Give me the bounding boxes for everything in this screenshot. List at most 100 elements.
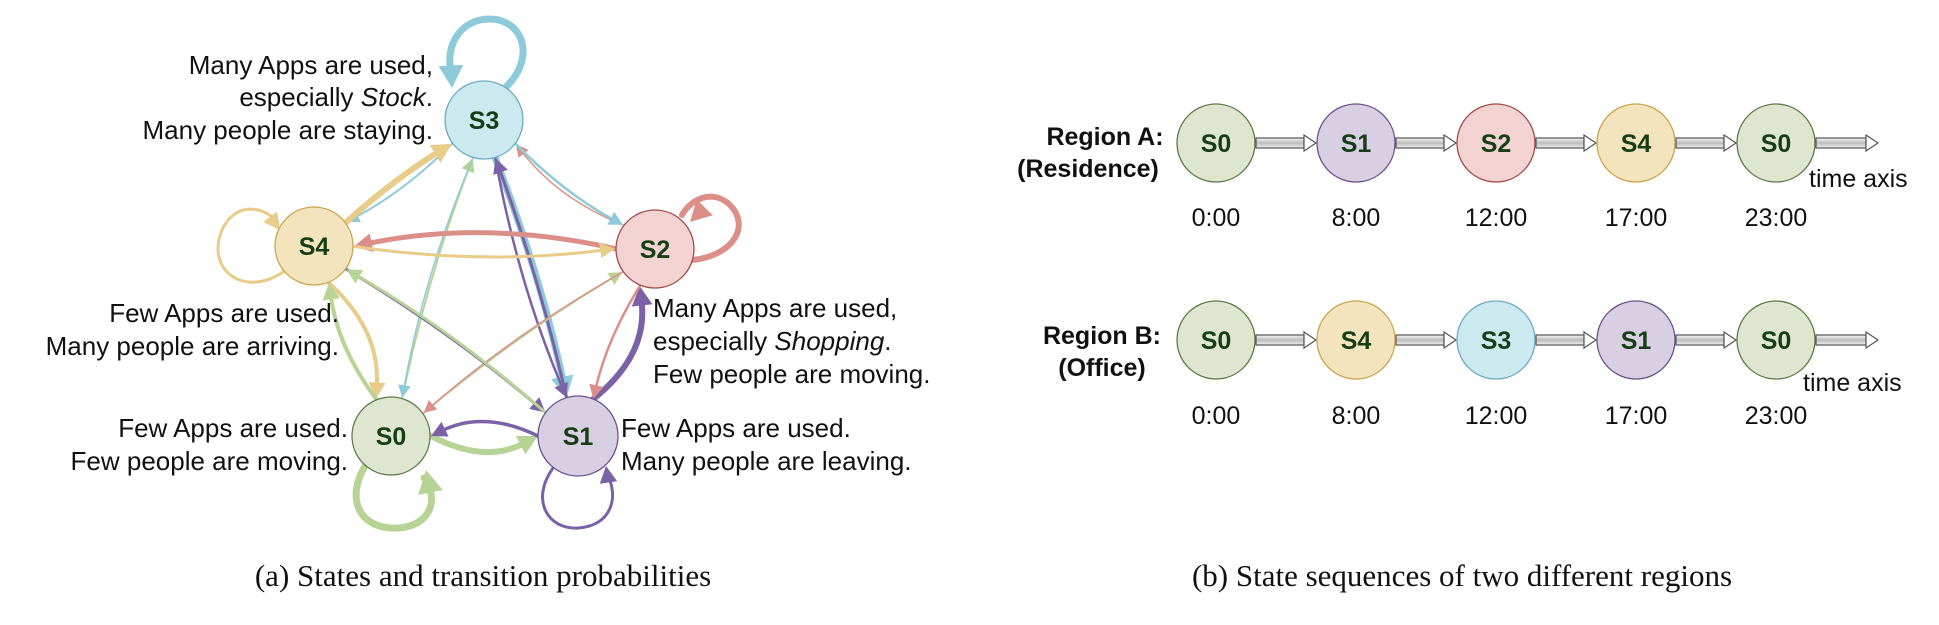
state-description-s2: Many Apps are used, especially Shopping.…	[653, 293, 930, 389]
sequence-arrow	[1675, 133, 1738, 153]
edge-s4-s2	[352, 242, 616, 259]
time-label: 12:00	[1465, 402, 1528, 430]
time-label: 17:00	[1605, 402, 1668, 430]
state-node-s0: S0	[351, 396, 431, 476]
time-axis-arrow	[1815, 330, 1880, 350]
sequence-arrow	[1395, 133, 1458, 153]
svg-text:Few Apps are used.: Few Apps are used.	[621, 413, 851, 443]
panel-a-state-graph: S0 S1 S2 S3 S4 Many Apps are used, espec…	[46, 15, 930, 593]
loop-s4	[216, 207, 288, 284]
edge-s1-s4	[346, 269, 548, 415]
loop-s0	[352, 462, 443, 532]
time-label: 17:00	[1605, 204, 1668, 232]
sequence-node-s0: S0	[1736, 103, 1816, 183]
sequence-node-s0: S0	[1176, 300, 1256, 380]
sequence-node-s2: S2	[1456, 103, 1536, 183]
sequence-node-s3: S3	[1456, 300, 1536, 380]
sequence-arrow	[1255, 133, 1318, 153]
time-label: 12:00	[1465, 204, 1528, 232]
time-label: 8:00	[1332, 204, 1381, 232]
state-label: S2	[640, 236, 671, 264]
sequence-node-label: S1	[1341, 130, 1372, 158]
region-name: Region A:	[1046, 123, 1163, 151]
sequence-node-label: S0	[1761, 327, 1792, 355]
edge-s2-s1	[589, 284, 642, 400]
loop-s2	[679, 193, 742, 263]
time-label: 0:00	[1192, 402, 1241, 430]
sequence-arrow	[1535, 330, 1598, 350]
svg-text:Few Apps are used.: Few Apps are used.	[109, 298, 339, 328]
sequence-node-s1: S1	[1316, 103, 1396, 183]
sequence-node-label: S4	[1621, 130, 1652, 158]
edge-s3-s0	[398, 157, 474, 398]
time-axis-label: time axis	[1803, 369, 1902, 397]
state-description-s0: Few Apps are used. Few people are moving…	[71, 413, 348, 476]
state-node-s4: S4	[274, 206, 354, 286]
state-description-s4: Few Apps are used. Many people are arriv…	[46, 298, 339, 361]
state-label: S3	[469, 107, 500, 135]
edge-s1-s2	[590, 285, 653, 403]
edge-s0-s1	[428, 433, 538, 456]
state-label: S4	[299, 233, 330, 261]
panel-b-state-sequences: Region A: (Residence) time axis S0 0:00 S1…	[1017, 103, 1908, 593]
loop-s3	[438, 15, 527, 92]
svg-text:Many Apps are used,: Many Apps are used,	[653, 293, 897, 323]
sequence-node-label: S0	[1201, 327, 1232, 355]
svg-text:especially Shopping.: especially Shopping.	[653, 326, 892, 356]
svg-text:Many people are staying.: Many people are staying.	[142, 115, 433, 145]
sequence-node-s1: S1	[1596, 300, 1676, 380]
transition-edges	[216, 15, 742, 532]
edge-s1-s0	[431, 419, 540, 438]
edge-s4-s0	[327, 281, 386, 399]
edge-s1-s3	[493, 158, 569, 400]
sequence-node-label: S2	[1481, 130, 1512, 158]
svg-text:Many Apps are used,: Many Apps are used,	[189, 50, 433, 80]
time-label: 23:00	[1745, 402, 1808, 430]
svg-text:Few people are moving.: Few people are moving.	[71, 446, 348, 476]
region-b-sequence: Region B: (Office) time axis S0 0:00 S4 8:0…	[1043, 300, 1902, 430]
sequence-node-label: S0	[1761, 130, 1792, 158]
state-label: S0	[376, 423, 407, 451]
svg-text:Many people are leaving.: Many people are leaving.	[621, 446, 912, 476]
edge-s0-s3	[401, 158, 475, 399]
caption-b: (b) State sequences of two different reg…	[1192, 558, 1732, 593]
sequence-arrow	[1535, 133, 1598, 153]
svg-text:Few Apps are used.: Few Apps are used.	[118, 413, 348, 443]
svg-text:Few people are moving.: Few people are moving.	[653, 359, 930, 389]
loop-s1	[541, 466, 618, 530]
sequence-node-label: S3	[1481, 327, 1512, 355]
time-axis-arrow	[1815, 133, 1880, 153]
edge-s3-s2	[514, 142, 624, 225]
state-node-s2: S2	[615, 209, 695, 289]
state-nodes: S0 S1 S2 S3 S4	[274, 80, 695, 477]
state-description-s3: Many Apps are used, especially Stock. Ma…	[142, 50, 433, 145]
sequence-node-label: S0	[1201, 130, 1232, 158]
state-node-s1: S1	[537, 395, 619, 477]
time-axis-label: time axis	[1809, 165, 1908, 193]
sequence-arrow	[1675, 330, 1738, 350]
region-type: (Residence)	[1017, 155, 1159, 183]
svg-text:Many people are arriving.: Many people are arriving.	[46, 331, 339, 361]
sequence-node-s0: S0	[1736, 300, 1816, 380]
sequence-node-s0: S0	[1176, 103, 1256, 183]
state-description-s1: Few Apps are used. Many people are leavi…	[621, 413, 912, 476]
region-a-sequence: Region A: (Residence) time axis S0 0:00 S1…	[1017, 103, 1908, 232]
edge-s2-s3	[515, 144, 624, 226]
state-label: S1	[563, 423, 594, 451]
time-label: 23:00	[1745, 204, 1808, 232]
edge-s2-s4	[353, 230, 618, 253]
sequence-node-label: S4	[1341, 327, 1372, 355]
edge-s4-s3	[343, 143, 452, 226]
sequence-arrow	[1255, 330, 1318, 350]
sequence-node-label: S1	[1621, 327, 1652, 355]
caption-a: (a) States and transition probabilities	[255, 558, 711, 593]
time-label: 0:00	[1192, 204, 1241, 232]
sequence-node-s4: S4	[1596, 103, 1676, 183]
time-label: 8:00	[1332, 402, 1381, 430]
state-node-s3: S3	[444, 80, 524, 160]
region-type: (Office)	[1058, 354, 1146, 382]
edge-s0-s4	[322, 283, 378, 401]
svg-text:especially Stock.: especially Stock.	[239, 82, 433, 112]
sequence-arrow	[1395, 330, 1458, 350]
